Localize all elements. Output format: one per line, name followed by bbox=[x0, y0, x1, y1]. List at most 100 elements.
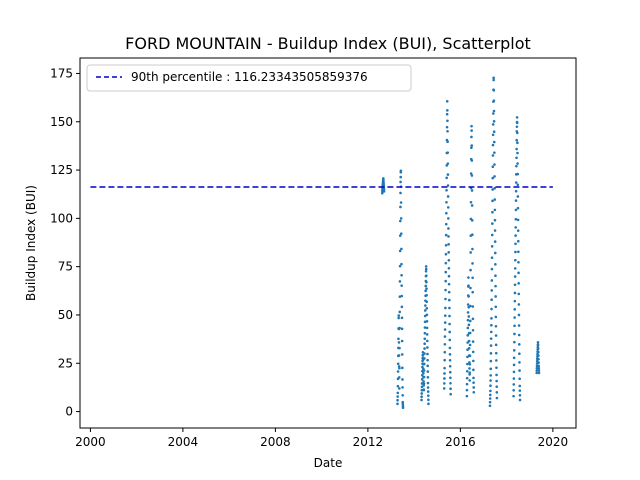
data-point bbox=[495, 359, 498, 362]
data-point bbox=[426, 358, 429, 362]
data-point bbox=[516, 141, 519, 145]
x-axis-ticks: 2000 2004 2008 2012 2016 2020 bbox=[75, 428, 568, 449]
data-point bbox=[516, 239, 520, 243]
data-point bbox=[518, 398, 522, 402]
data-point bbox=[396, 370, 400, 373]
data-point bbox=[489, 384, 492, 388]
data-point bbox=[537, 369, 541, 372]
data-point bbox=[420, 395, 423, 399]
data-point bbox=[494, 334, 498, 337]
data-point bbox=[471, 305, 475, 308]
data-point bbox=[516, 218, 520, 222]
data-point bbox=[490, 307, 493, 311]
data-point bbox=[426, 375, 430, 379]
data-point bbox=[465, 394, 469, 398]
data-point bbox=[513, 332, 516, 336]
data-point bbox=[400, 294, 404, 298]
data-point bbox=[537, 357, 540, 361]
data-point bbox=[472, 368, 475, 372]
data-point bbox=[396, 402, 399, 406]
data-point bbox=[401, 394, 404, 397]
data-point bbox=[517, 282, 520, 285]
data-point bbox=[447, 217, 450, 220]
data-point bbox=[423, 337, 427, 341]
data-point bbox=[468, 319, 472, 323]
data-point bbox=[400, 284, 403, 287]
x-tick-label: 2012 bbox=[353, 435, 384, 449]
data-point bbox=[467, 295, 470, 298]
data-point bbox=[448, 358, 452, 362]
data-point bbox=[442, 387, 446, 390]
data-point bbox=[448, 322, 451, 326]
data-point bbox=[424, 265, 428, 268]
data-point bbox=[398, 249, 402, 253]
data-point bbox=[448, 364, 452, 368]
data-point bbox=[494, 284, 497, 288]
data-point bbox=[426, 352, 429, 356]
data-point bbox=[513, 316, 516, 319]
chart-title: FORD MOUNTAIN - Buildup Index (BUI), Sca… bbox=[125, 34, 531, 53]
data-point bbox=[443, 314, 447, 317]
data-point bbox=[489, 352, 493, 355]
data-point bbox=[443, 350, 447, 354]
data-point bbox=[488, 397, 492, 400]
data-point bbox=[468, 331, 472, 335]
data-point bbox=[422, 388, 426, 392]
y-tick-label: 75 bbox=[58, 260, 73, 274]
data-point bbox=[444, 306, 447, 310]
data-point bbox=[398, 234, 402, 237]
data-point bbox=[425, 313, 429, 317]
data-point bbox=[443, 372, 446, 375]
data-point bbox=[425, 280, 428, 284]
data-point bbox=[491, 123, 495, 126]
data-point bbox=[446, 129, 449, 133]
data-point bbox=[396, 391, 400, 395]
data-point bbox=[468, 362, 472, 366]
data-point bbox=[397, 314, 401, 317]
data-point bbox=[422, 375, 426, 379]
data-point bbox=[491, 176, 495, 180]
data-point bbox=[447, 274, 451, 278]
data-point bbox=[425, 274, 428, 277]
data-point bbox=[516, 183, 520, 187]
data-point bbox=[493, 198, 497, 201]
data-point bbox=[444, 243, 448, 247]
data-point bbox=[491, 133, 495, 137]
data-points bbox=[380, 76, 541, 410]
data-point bbox=[536, 341, 540, 344]
data-point bbox=[518, 394, 522, 397]
data-point bbox=[471, 328, 475, 332]
data-point bbox=[443, 358, 446, 362]
data-point bbox=[495, 373, 498, 377]
data-point bbox=[516, 229, 520, 232]
data-point bbox=[465, 369, 469, 373]
data-point bbox=[536, 347, 540, 350]
data-point bbox=[396, 384, 400, 388]
data-point bbox=[423, 347, 426, 350]
x-tick-label: 2008 bbox=[260, 435, 291, 449]
data-point bbox=[401, 404, 405, 408]
data-point bbox=[518, 361, 521, 364]
data-point bbox=[401, 402, 405, 406]
data-point bbox=[490, 317, 493, 320]
data-point bbox=[448, 330, 451, 334]
data-point bbox=[470, 129, 473, 132]
data-point bbox=[512, 394, 515, 398]
data-point bbox=[470, 174, 474, 177]
data-point bbox=[514, 258, 517, 262]
data-point bbox=[517, 271, 520, 275]
data-point bbox=[444, 252, 448, 256]
data-point bbox=[446, 195, 450, 198]
data-point bbox=[490, 233, 494, 237]
data-point bbox=[420, 392, 424, 395]
data-point bbox=[426, 370, 430, 373]
data-point bbox=[466, 318, 470, 322]
data-point bbox=[426, 386, 430, 389]
data-point bbox=[514, 234, 517, 237]
data-point bbox=[515, 138, 519, 142]
data-point bbox=[424, 304, 427, 307]
data-point bbox=[517, 260, 520, 264]
data-point bbox=[424, 269, 428, 273]
data-point bbox=[448, 370, 452, 374]
data-point bbox=[471, 233, 474, 236]
